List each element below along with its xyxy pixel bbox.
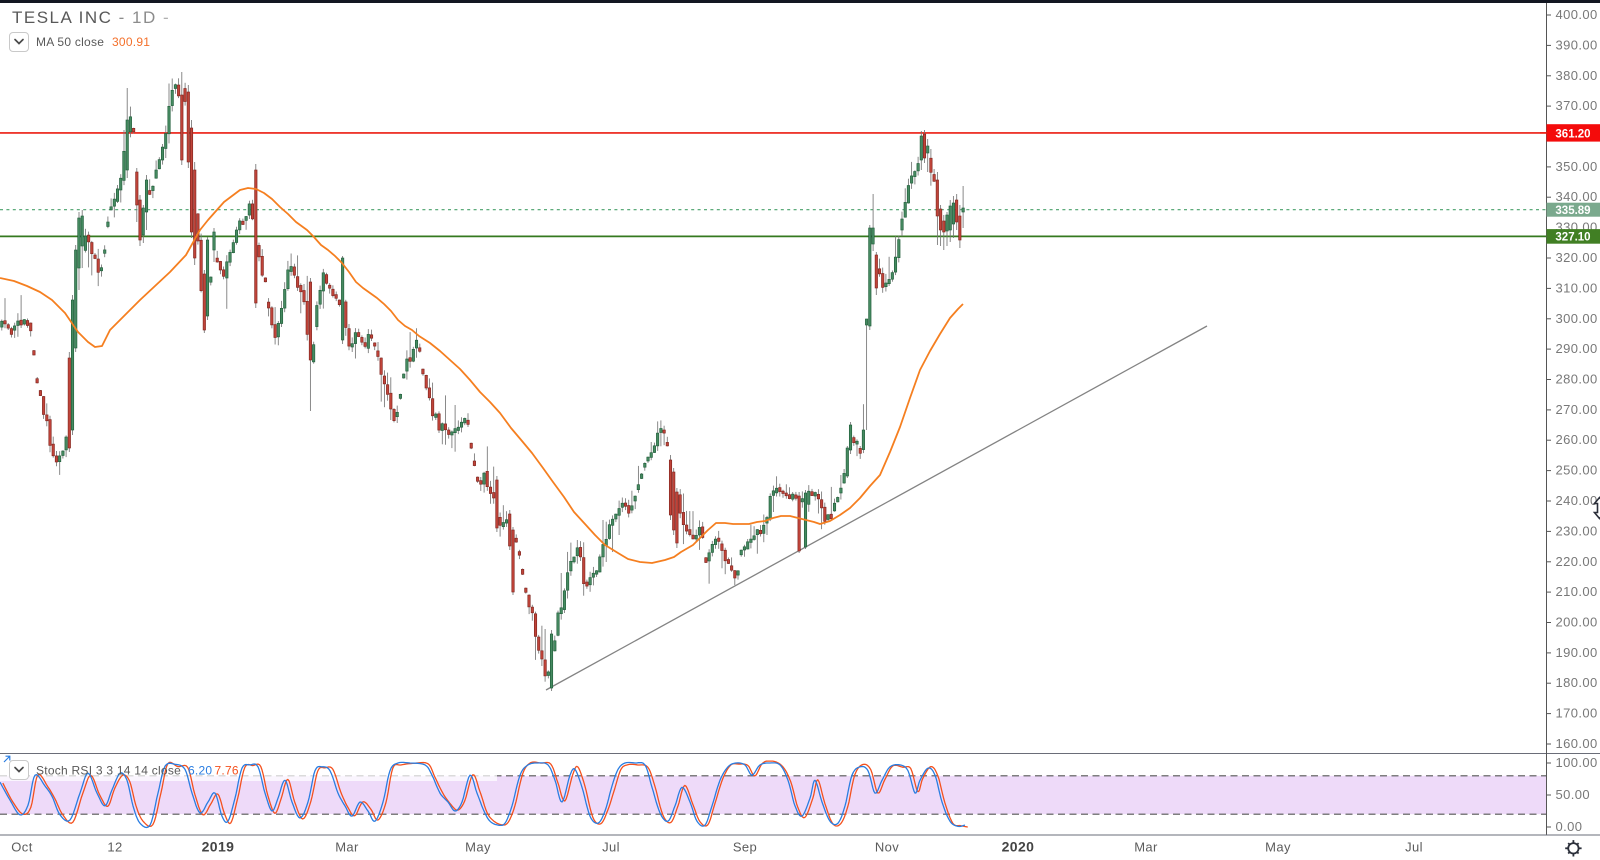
svg-text:250.00: 250.00	[1556, 463, 1598, 478]
svg-text:200.00: 200.00	[1556, 615, 1598, 630]
svg-text:240.00: 240.00	[1556, 493, 1598, 508]
svg-text:12: 12	[107, 840, 122, 855]
svg-text:390.00: 390.00	[1556, 37, 1598, 52]
svg-text:6.20: 6.20	[188, 764, 212, 778]
svg-text:310.00: 310.00	[1556, 280, 1598, 295]
svg-text:270.00: 270.00	[1556, 402, 1598, 417]
svg-text:160.00: 160.00	[1556, 736, 1598, 751]
svg-text:230.00: 230.00	[1556, 523, 1598, 538]
svg-text:MA 50 close: MA 50 close	[36, 35, 104, 49]
svg-text:210.00: 210.00	[1556, 584, 1598, 599]
svg-text:Jul: Jul	[1405, 840, 1423, 855]
svg-text:Oct: Oct	[11, 840, 32, 855]
svg-text:220.00: 220.00	[1556, 554, 1598, 569]
svg-text:335.89: 335.89	[1555, 205, 1590, 217]
svg-text:May: May	[465, 840, 491, 855]
svg-text:0.00: 0.00	[1556, 819, 1583, 834]
svg-text:327.10: 327.10	[1555, 232, 1590, 244]
svg-text:May: May	[1265, 840, 1291, 855]
svg-text:Mar: Mar	[335, 840, 359, 855]
svg-text:100.00: 100.00	[1556, 755, 1598, 770]
svg-text:Mar: Mar	[1134, 840, 1158, 855]
svg-text:290.00: 290.00	[1556, 341, 1598, 356]
svg-text:320.00: 320.00	[1556, 250, 1598, 265]
svg-text:380.00: 380.00	[1556, 68, 1598, 83]
svg-text:400.00: 400.00	[1556, 7, 1598, 22]
svg-text:350.00: 350.00	[1556, 159, 1598, 174]
svg-text:2020: 2020	[1002, 839, 1035, 855]
svg-text:TESLA INC - 1D -: TESLA INC - 1D -	[12, 8, 170, 27]
svg-text:370.00: 370.00	[1556, 98, 1598, 113]
svg-text:7.76: 7.76	[215, 764, 239, 778]
svg-text:Stoch RSI 3 3 14 14 close: Stoch RSI 3 3 14 14 close	[36, 764, 181, 778]
svg-text:300.91: 300.91	[112, 35, 150, 49]
svg-text:170.00: 170.00	[1556, 706, 1598, 721]
svg-text:340.00: 340.00	[1556, 189, 1598, 204]
svg-text:Nov: Nov	[875, 840, 899, 855]
svg-text:190.00: 190.00	[1556, 645, 1598, 660]
svg-text:2019: 2019	[202, 839, 235, 855]
svg-text:361.20: 361.20	[1555, 128, 1590, 140]
svg-text:Jul: Jul	[602, 840, 620, 855]
svg-text:180.00: 180.00	[1556, 675, 1598, 690]
svg-text:50.00: 50.00	[1556, 787, 1591, 802]
svg-text:Sep: Sep	[733, 840, 757, 855]
svg-text:300.00: 300.00	[1556, 311, 1598, 326]
svg-text:260.00: 260.00	[1556, 432, 1598, 447]
svg-text:280.00: 280.00	[1556, 372, 1598, 387]
